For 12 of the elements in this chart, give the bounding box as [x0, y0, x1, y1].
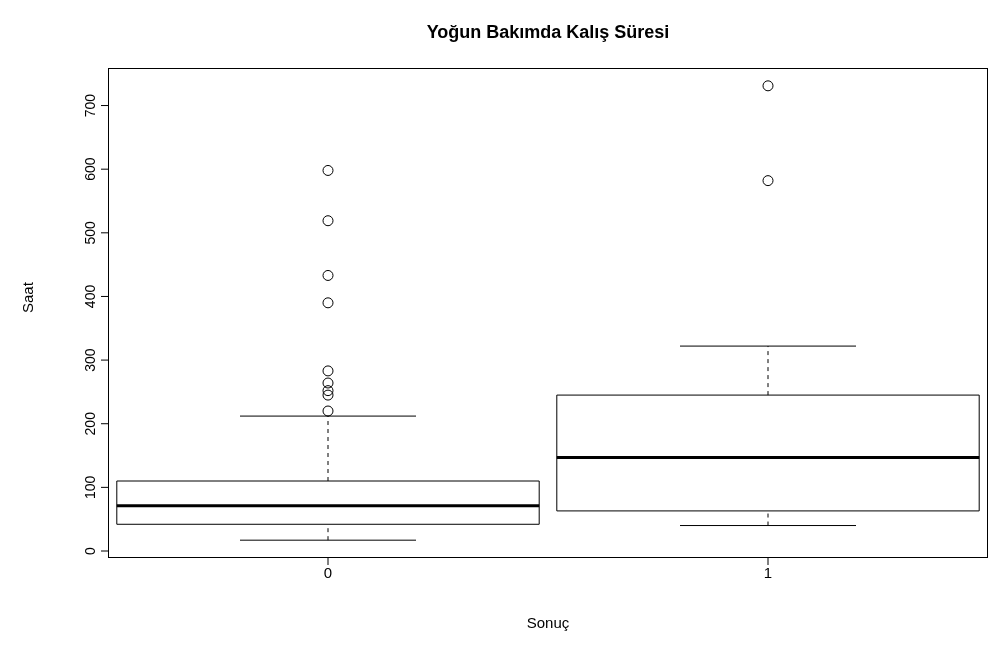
x-tick-label: 1 — [763, 563, 773, 581]
y-tick-label: 500 — [82, 220, 98, 245]
y-tick-label: 0 — [82, 546, 98, 555]
y-tick-label: 700 — [82, 93, 98, 118]
y-tick-label: 600 — [82, 157, 98, 181]
y-axis-title: Saat — [19, 281, 37, 313]
y-tick-label: 200 — [82, 411, 98, 436]
y-tick-label: 400 — [82, 284, 98, 309]
y-tick-label: 300 — [82, 348, 98, 372]
chart-title: Yoğun Bakımda Kalış Süresi — [425, 22, 671, 43]
x-axis-title: Sonuç — [526, 614, 570, 631]
y-tick-label: 100 — [82, 475, 98, 500]
